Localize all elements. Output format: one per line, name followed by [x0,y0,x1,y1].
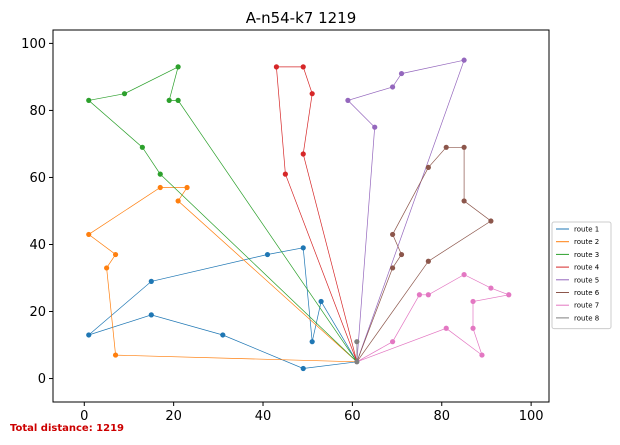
route-4-point [273,64,280,70]
route-1-line [88,247,358,369]
route-3-point [86,97,92,103]
route-3-point [157,171,163,177]
route-3-point [175,64,181,70]
route-6-point [443,144,449,150]
route-6-point [425,258,431,264]
route-1-point [300,245,306,251]
route-1-point [220,332,226,338]
route-7-point [479,352,485,358]
y-tick-label: 100 [21,37,46,52]
x-tick-label: 20 [165,409,182,424]
route-6-point [390,231,396,238]
legend-entry: route 6 [574,289,600,297]
route-6-point [461,144,467,150]
plot-area [52,29,550,403]
route-1-point [86,332,92,338]
route-7-line [356,274,511,363]
route-7-point [425,292,431,298]
legend-entry: route 7 [574,302,599,310]
route-7-point [488,285,494,291]
route-3-point [166,97,172,103]
total-distance-label: Total distance: 1219 [10,423,125,434]
route-5-point [461,57,467,63]
route-7-point [470,325,476,331]
route-6-point [425,164,431,171]
legend: route 1 route 2 route 3 route 4 route 5 route… [551,221,612,330]
route-1-point [148,312,154,318]
route-1-point [300,365,306,372]
route-6-point [398,251,405,258]
x-tick-label: 80 [433,409,450,424]
y-tick-label: 20 [29,305,46,320]
x-tick-label: 60 [344,409,361,424]
route-8-point [354,339,360,345]
route-4-point [300,64,306,70]
route-4-point [282,171,288,177]
route-5-point [390,84,396,90]
route-1-point [309,339,315,345]
route-5-point [345,97,351,103]
route-2-point [112,251,119,258]
axis-ticks: 0 20 40 60 80 100 0 20 40 60 80 100 [21,37,543,424]
route-7-point [461,272,467,278]
x-tick-label: 0 [80,409,88,424]
route-2-point [157,184,163,191]
route-1-point [264,251,271,258]
route-7-point [506,292,512,298]
route-6-point [488,218,494,224]
routes-layer [86,57,512,372]
legend-entry: route 3 [574,251,599,259]
legend-entry: route 2 [574,238,599,246]
legend-box [551,221,612,330]
legend-entry: route 4 [574,264,600,272]
route-3-point [139,144,145,150]
route-5-point [398,70,405,77]
legend-entry: route 1 [574,226,599,234]
route-2-point [104,265,110,271]
y-tick-label: 40 [29,238,46,253]
route-7-point [443,325,449,331]
route-7-point [470,298,476,305]
y-tick-label: 60 [29,171,46,186]
depot-point [354,359,360,365]
route-4-line [276,66,358,362]
route-1-point [148,278,154,284]
y-tick-label: 80 [29,104,46,119]
route-2-point [184,184,190,191]
route-2-point [175,198,181,204]
route-6-point [390,265,396,271]
route-2-point [86,231,92,238]
route-6-point [461,198,467,204]
route-5-point [372,124,378,130]
legend-entry: route 8 [574,314,599,322]
route-3-point [175,97,181,103]
route-7-point [390,339,396,345]
x-tick-label: 100 [519,409,544,424]
route-7-point [416,292,423,298]
route-6-line [356,146,492,363]
y-tick-label: 0 [38,372,46,387]
route-1-point [318,298,324,305]
legend-entry: route 5 [574,276,599,284]
route-3-line [87,66,358,363]
route-4-point [309,91,315,97]
route-4-point [300,151,306,157]
chart-title: A-n54-k7 1219 [246,9,357,27]
route-2-point [112,352,119,358]
route-3-point [121,91,128,97]
x-tick-label: 40 [255,409,272,424]
route-5-line [347,59,465,362]
